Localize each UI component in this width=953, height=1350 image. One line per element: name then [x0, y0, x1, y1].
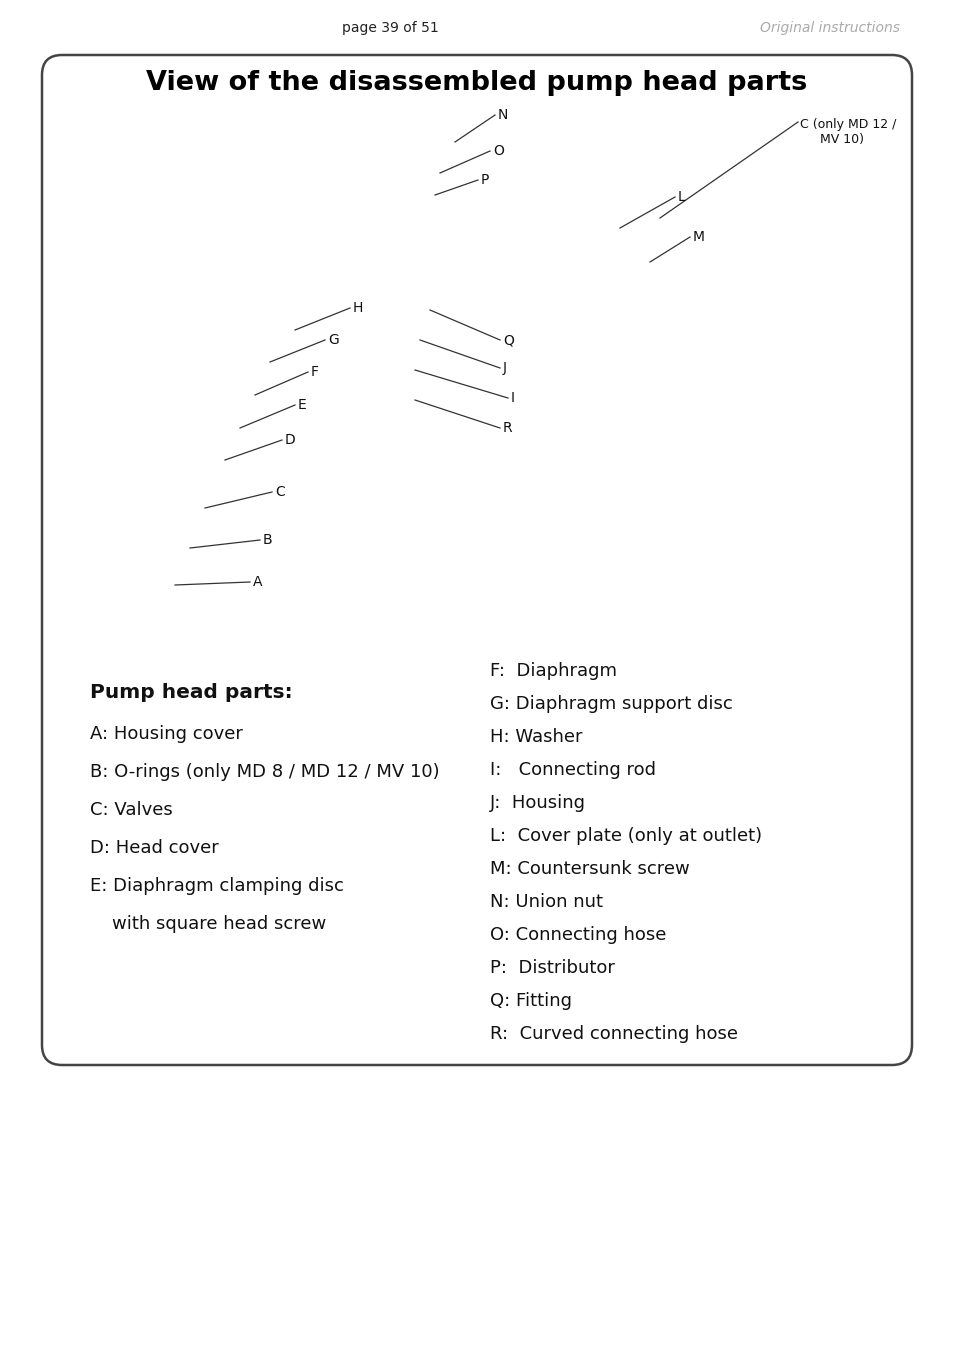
Text: M: Countersunk screw: M: Countersunk screw — [490, 860, 689, 878]
Text: B: O-rings (only MD 8 / MD 12 / MV 10): B: O-rings (only MD 8 / MD 12 / MV 10) — [90, 763, 439, 782]
Text: E: E — [297, 398, 307, 412]
Text: I:   Connecting rod: I: Connecting rod — [490, 761, 656, 779]
Text: H: Washer: H: Washer — [490, 728, 582, 747]
Text: C: Valves: C: Valves — [90, 801, 172, 819]
Text: I: I — [511, 392, 515, 405]
Text: B: B — [263, 533, 273, 547]
Text: G: G — [328, 333, 338, 347]
Text: L:  Cover plate (only at outlet): L: Cover plate (only at outlet) — [490, 828, 761, 845]
Text: E: Diaphragm clamping disc: E: Diaphragm clamping disc — [90, 878, 343, 895]
Text: M: M — [692, 230, 704, 244]
Text: A: A — [253, 575, 262, 589]
Text: G: Diaphragm support disc: G: Diaphragm support disc — [490, 695, 732, 713]
Text: D: Head cover: D: Head cover — [90, 838, 218, 857]
Text: A: Housing cover: A: Housing cover — [90, 725, 243, 743]
Text: L: L — [678, 190, 685, 204]
Text: F: F — [311, 364, 318, 379]
Bar — [55, 100, 884, 660]
Text: N: Union nut: N: Union nut — [490, 892, 602, 911]
FancyBboxPatch shape — [42, 55, 911, 1065]
Text: D: D — [285, 433, 295, 447]
Text: C: C — [274, 485, 284, 500]
Text: O: Connecting hose: O: Connecting hose — [490, 926, 666, 944]
Text: O: O — [493, 144, 503, 158]
Text: page 39 of 51: page 39 of 51 — [341, 22, 438, 35]
Text: R:  Curved connecting hose: R: Curved connecting hose — [490, 1025, 738, 1044]
Text: C (only MD 12 /
     MV 10): C (only MD 12 / MV 10) — [800, 117, 896, 146]
Text: Original instructions: Original instructions — [760, 22, 899, 35]
Text: J:  Housing: J: Housing — [490, 794, 585, 811]
Text: J: J — [502, 360, 506, 375]
Text: P:  Distributor: P: Distributor — [490, 958, 615, 977]
Text: H: H — [353, 301, 363, 315]
Text: Pump head parts:: Pump head parts: — [90, 683, 293, 702]
Text: N: N — [497, 108, 508, 122]
Text: Q: Fitting: Q: Fitting — [490, 992, 572, 1010]
Text: P: P — [480, 173, 489, 188]
Text: View of the disassembled pump head parts: View of the disassembled pump head parts — [146, 70, 807, 96]
Text: Q: Q — [502, 333, 514, 347]
Text: with square head screw: with square head screw — [112, 915, 326, 933]
Text: F:  Diaphragm: F: Diaphragm — [490, 662, 617, 680]
Text: R: R — [502, 421, 512, 435]
